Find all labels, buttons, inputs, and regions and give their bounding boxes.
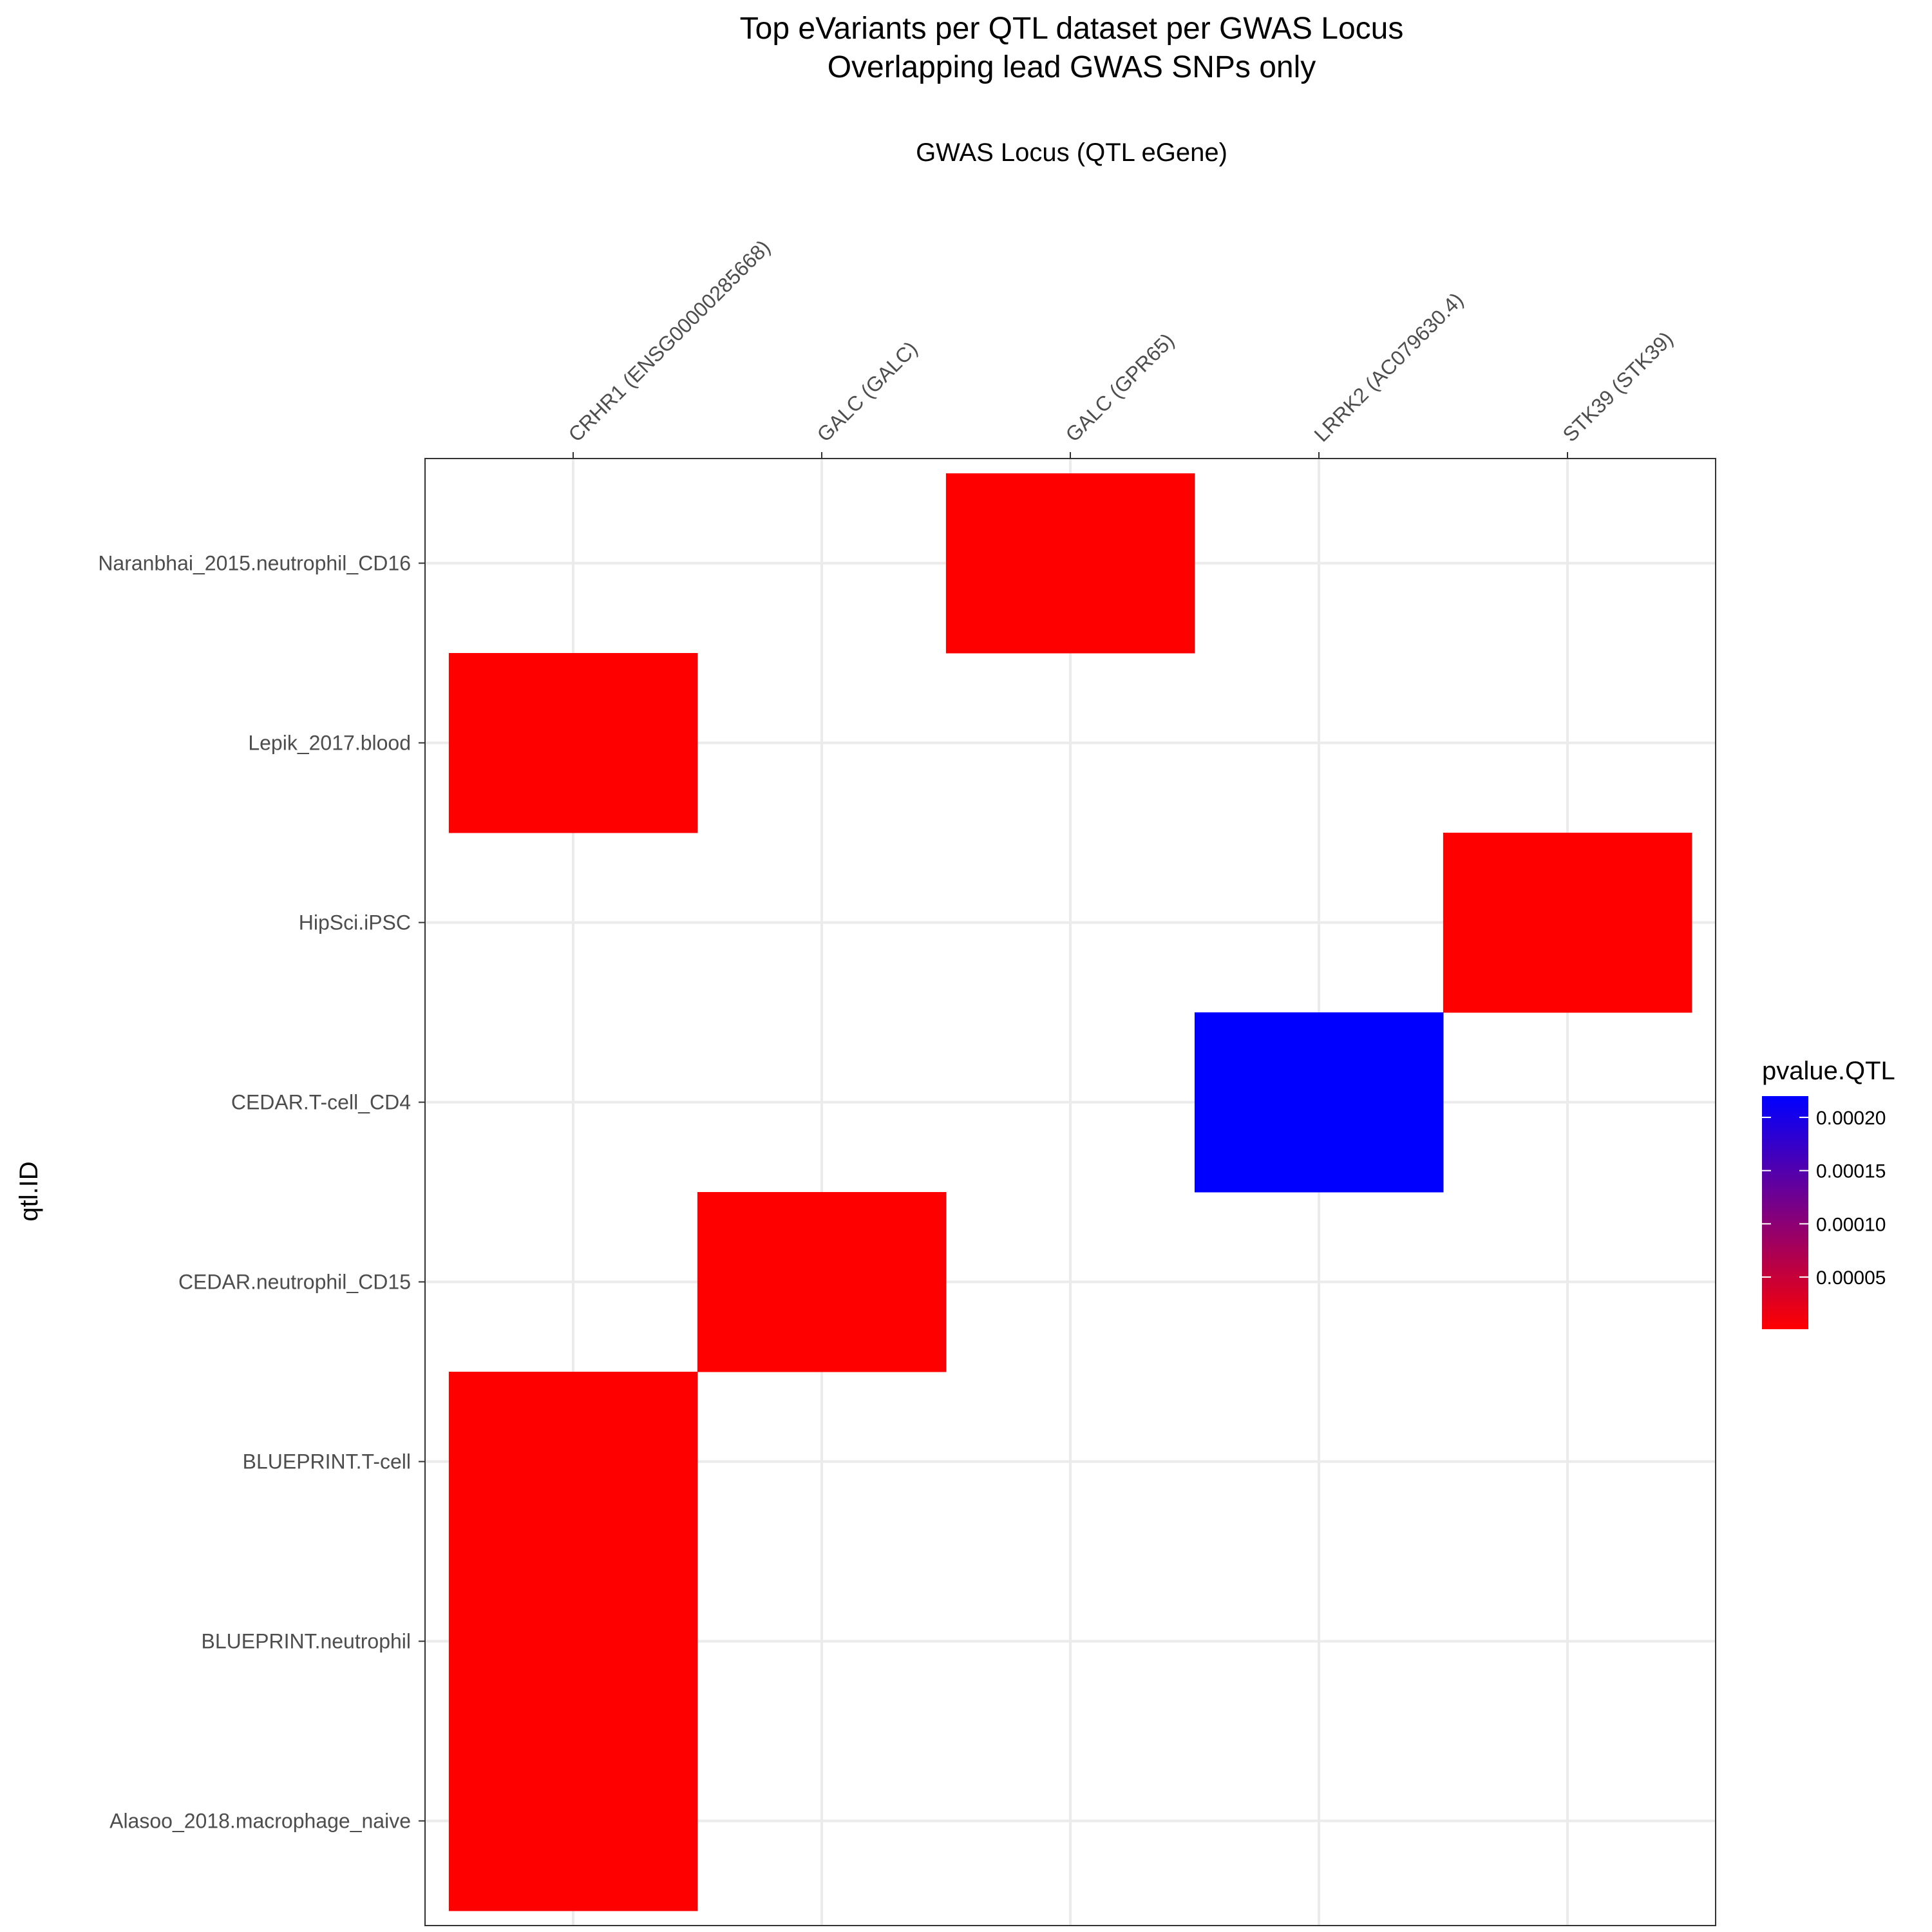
legend-ticks: 0.00005 0.00010 0.00015 0.00020	[1762, 1108, 1886, 1289]
y-axis-title: qtl.ID	[15, 1161, 43, 1221]
heatmap-cell	[449, 1731, 698, 1911]
x-axis-ticks: CRHR1 (ENSG00000285668) GALC (GALC) GALC (…	[564, 236, 1678, 459]
heatmap-cell	[449, 1551, 698, 1732]
heatmap-cell	[449, 1372, 698, 1552]
y-tick-label: CEDAR.T-cell_CD4	[231, 1091, 411, 1114]
heatmap-cell	[697, 1192, 947, 1372]
x-tick-label: GALC (GPR65)	[1061, 328, 1179, 446]
y-tick-label: Lepik_2017.blood	[248, 732, 411, 755]
y-tick-label: Alasoo_2018.macrophage_naive	[109, 1810, 411, 1833]
legend-tick-label: 0.00010	[1816, 1214, 1886, 1235]
legend-color-bar	[1762, 1096, 1808, 1329]
x-tick-label: STK39 (STK39)	[1558, 327, 1677, 446]
heatmap-cell	[946, 473, 1195, 654]
legend-tick-label: 0.00005	[1816, 1267, 1886, 1289]
color-legend: pvalue.QTL 0.00005 0.00010 0.00015 0.00020	[1762, 1057, 1895, 1329]
chart-subtitle: Overlapping lead GWAS SNPs only	[828, 50, 1316, 84]
y-tick-label: CEDAR.neutrophil_CD15	[178, 1271, 411, 1294]
legend-title: pvalue.QTL	[1762, 1057, 1895, 1085]
legend-tick-label: 0.00020	[1816, 1108, 1886, 1129]
legend-tick-label: 0.00015	[1816, 1161, 1886, 1182]
heatmap-cell	[1443, 833, 1692, 1013]
y-tick-label: Naranbhai_2015.neutrophil_CD16	[98, 552, 411, 575]
chart-title: Top eVariants per QTL dataset per GWAS L…	[740, 12, 1404, 46]
x-axis-title: GWAS Locus (QTL eGene)	[916, 138, 1227, 167]
x-tick-label: CRHR1 (ENSG00000285668)	[564, 236, 774, 446]
heatmap-cells	[449, 473, 1692, 1911]
heatmap-cell	[1195, 1012, 1444, 1193]
heatmap-cell	[449, 653, 698, 833]
y-tick-label: HipSci.iPSC	[299, 911, 411, 934]
x-tick-label: LRRK2 (AC079630.4)	[1309, 288, 1468, 446]
x-tick-label: GALC (GALC)	[812, 337, 922, 446]
y-tick-label: BLUEPRINT.neutrophil	[202, 1630, 411, 1653]
y-axis-ticks: Naranbhai_2015.neutrophil_CD16 Lepik_2017…	[98, 552, 425, 1833]
y-tick-label: BLUEPRINT.T-cell	[243, 1450, 411, 1473]
